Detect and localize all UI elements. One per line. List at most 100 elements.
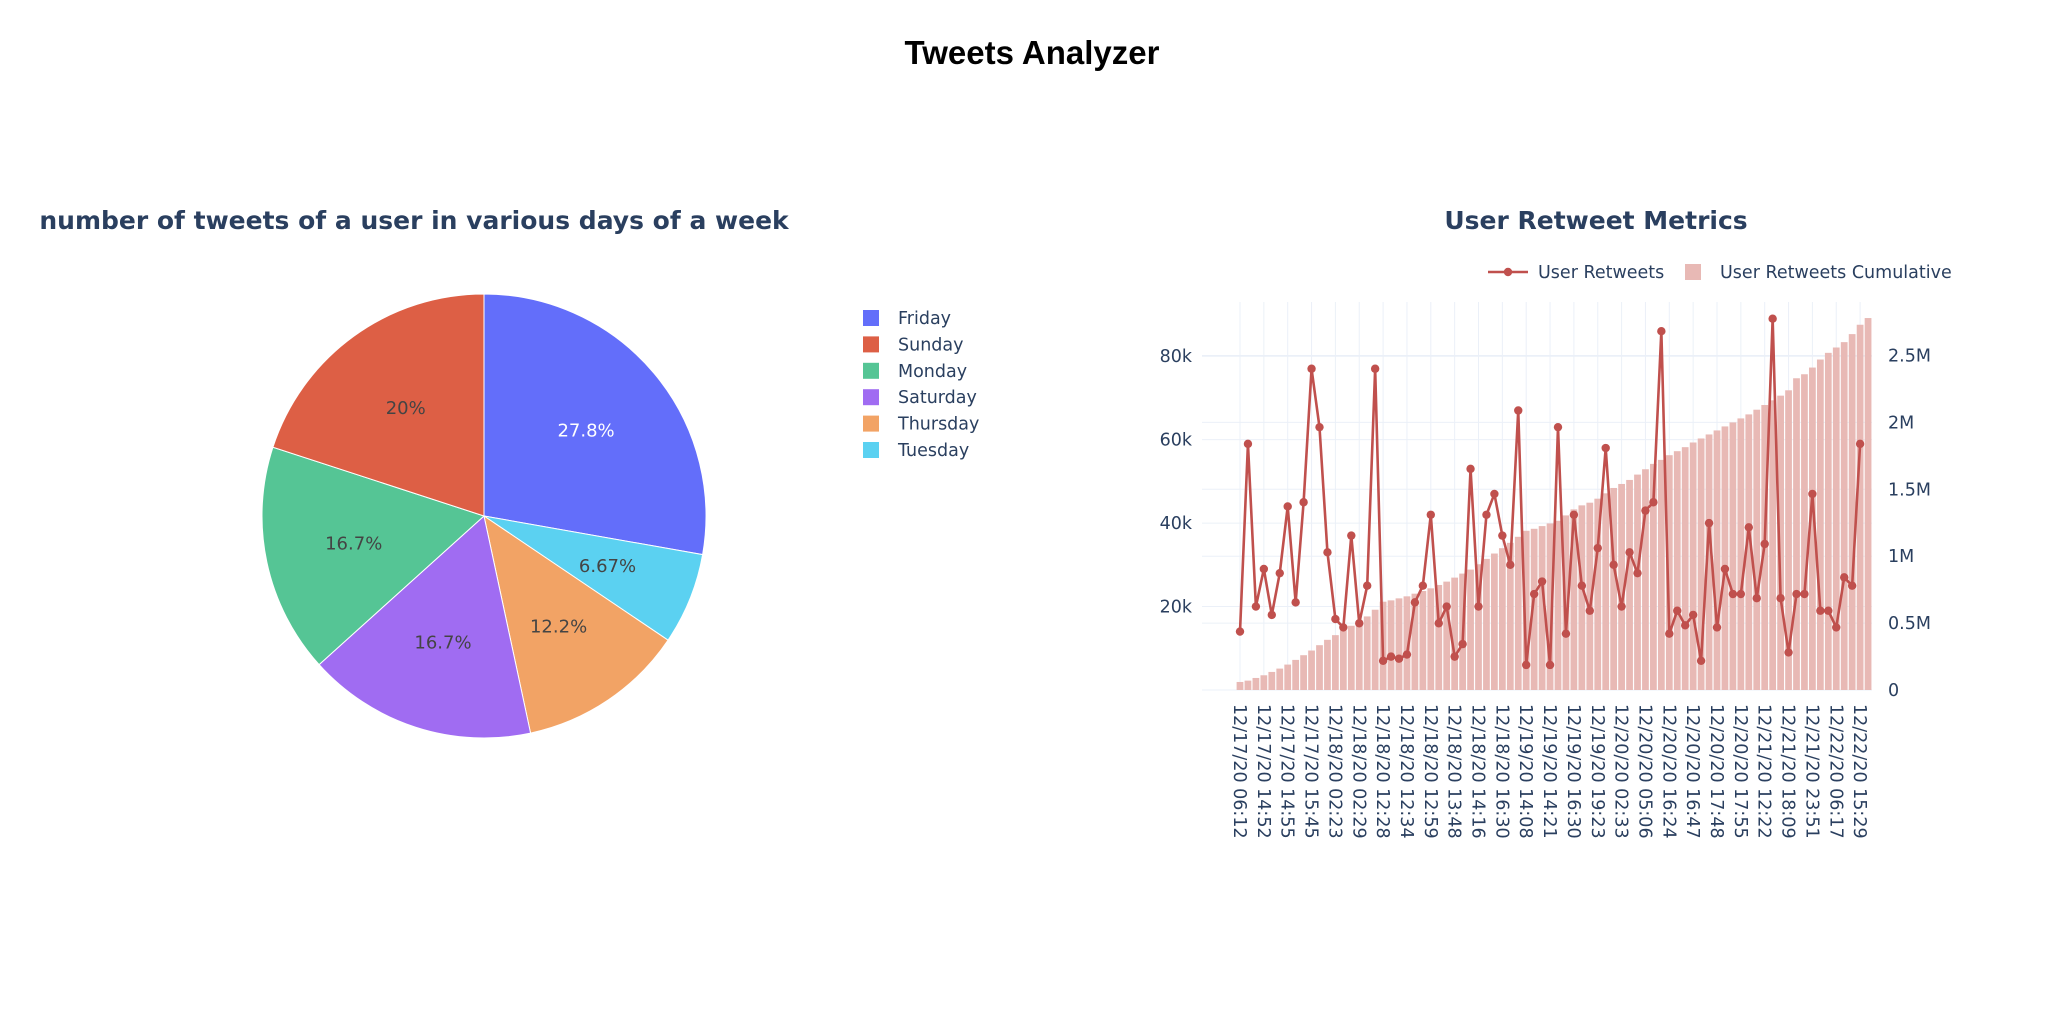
cumulative-bar[interactable] bbox=[1300, 655, 1307, 690]
retweet-point[interactable] bbox=[1243, 439, 1253, 449]
retweet-point[interactable] bbox=[1593, 543, 1602, 553]
cumulative-bar[interactable] bbox=[1610, 487, 1618, 690]
cumulative-bar[interactable] bbox=[1316, 645, 1323, 690]
cumulative-bar[interactable] bbox=[1832, 347, 1840, 690]
retweet-point[interactable] bbox=[1307, 364, 1316, 373]
cumulative-bar[interactable] bbox=[1840, 342, 1848, 690]
retweet-point[interactable] bbox=[1585, 606, 1595, 615]
retweet-point[interactable] bbox=[1847, 581, 1857, 590]
pie-slice-sunday[interactable] bbox=[272, 293, 485, 517]
retweet-point[interactable] bbox=[1339, 623, 1348, 632]
retweet-point[interactable] bbox=[1537, 577, 1547, 586]
pie-slice-monday[interactable] bbox=[261, 446, 485, 666]
retweet-point[interactable] bbox=[1514, 406, 1523, 415]
cumulative-bar[interactable] bbox=[1324, 639, 1331, 690]
retweet-point[interactable] bbox=[1275, 568, 1284, 578]
cumulative-bar[interactable] bbox=[1276, 668, 1284, 690]
cumulative-bar[interactable] bbox=[1395, 598, 1403, 690]
retweet-point[interactable] bbox=[1649, 498, 1658, 507]
legend-item-user-retweets-cumulative[interactable]: User Retweets Cumulative bbox=[1685, 263, 1952, 283]
cumulative-bar[interactable] bbox=[1236, 681, 1244, 690]
retweet-point[interactable] bbox=[1800, 589, 1809, 599]
retweet-point[interactable] bbox=[1291, 598, 1300, 607]
cumulative-bar[interactable] bbox=[1681, 447, 1689, 690]
retweet-point[interactable] bbox=[1768, 314, 1777, 323]
cumulative-bar[interactable] bbox=[1801, 374, 1808, 690]
cumulative-bar[interactable] bbox=[1578, 505, 1586, 690]
cumulative-bar[interactable] bbox=[1339, 630, 1347, 690]
cumulative-bar[interactable] bbox=[1848, 334, 1856, 690]
cumulative-bar[interactable] bbox=[1435, 584, 1443, 690]
retweet-point[interactable] bbox=[1331, 614, 1340, 624]
cumulative-bar[interactable] bbox=[1618, 483, 1625, 690]
retweet-point[interactable] bbox=[1808, 489, 1817, 499]
legend-item-user-retweets[interactable]: User Retweets bbox=[1488, 263, 1664, 283]
cumulative-bar[interactable] bbox=[1363, 616, 1371, 690]
retweet-point[interactable] bbox=[1824, 606, 1833, 615]
retweet-point[interactable] bbox=[1259, 564, 1269, 574]
cumulative-bar[interactable] bbox=[1705, 434, 1713, 690]
retweet-point[interactable] bbox=[1251, 602, 1261, 611]
legend-item-thursday[interactable]: Thursday bbox=[863, 415, 979, 435]
retweet-point[interactable] bbox=[1681, 621, 1690, 630]
retweet-point[interactable] bbox=[1283, 502, 1292, 511]
cumulative-bar[interactable] bbox=[1721, 426, 1729, 690]
retweet-point[interactable] bbox=[1458, 639, 1467, 649]
retweet-point[interactable] bbox=[1545, 660, 1555, 670]
retweet-point[interactable] bbox=[1617, 602, 1626, 611]
cumulative-bar[interactable] bbox=[1777, 395, 1784, 690]
cumulative-bar[interactable] bbox=[1538, 526, 1546, 690]
retweet-point[interactable] bbox=[1832, 623, 1841, 632]
retweet-point[interactable] bbox=[1426, 510, 1436, 519]
cumulative-bar[interactable] bbox=[1308, 650, 1315, 690]
cumulative-bar[interactable] bbox=[1634, 474, 1641, 690]
cumulative-bar[interactable] bbox=[1745, 414, 1753, 690]
cumulative-bar[interactable] bbox=[1419, 590, 1427, 690]
cumulative-bar[interactable] bbox=[1451, 577, 1459, 690]
retweet-point[interactable] bbox=[1641, 506, 1650, 515]
cumulative-bar[interactable] bbox=[1856, 324, 1864, 690]
retweet-point[interactable] bbox=[1633, 568, 1642, 578]
retweet-point[interactable] bbox=[1792, 589, 1801, 599]
retweet-point[interactable] bbox=[1776, 594, 1785, 603]
cumulative-bar[interactable] bbox=[1713, 430, 1721, 690]
cumulative-bar[interactable] bbox=[1498, 548, 1506, 690]
cumulative-bar[interactable] bbox=[1554, 520, 1562, 690]
cumulative-bar[interactable] bbox=[1514, 536, 1522, 690]
pie-slice-saturday[interactable] bbox=[318, 515, 532, 739]
retweet-point[interactable] bbox=[1577, 581, 1587, 590]
cumulative-bar[interactable] bbox=[1260, 675, 1268, 690]
cumulative-bar[interactable] bbox=[1665, 455, 1673, 690]
retweet-point[interactable] bbox=[1355, 619, 1364, 628]
cumulative-bar[interactable] bbox=[1626, 479, 1633, 690]
cumulative-bar[interactable] bbox=[1268, 671, 1276, 690]
legend-item-monday[interactable]: Monday bbox=[863, 362, 967, 382]
retweet-point[interactable] bbox=[1752, 594, 1761, 603]
cumulative-bar[interactable] bbox=[1689, 442, 1697, 690]
retweet-point[interactable] bbox=[1498, 531, 1507, 540]
cumulative-bar[interactable] bbox=[1387, 600, 1395, 690]
retweet-point[interactable] bbox=[1840, 573, 1849, 582]
pie-slice-thursday[interactable] bbox=[483, 514, 669, 734]
cumulative-bar[interactable] bbox=[1737, 418, 1745, 690]
retweet-point[interactable] bbox=[1315, 422, 1324, 432]
legend-item-tuesday[interactable]: Tuesday bbox=[863, 441, 969, 461]
cumulative-bar[interactable] bbox=[1586, 502, 1594, 690]
cumulative-bar[interactable] bbox=[1753, 409, 1761, 690]
legend-item-saturday[interactable]: Saturday bbox=[863, 388, 977, 408]
cumulative-bar[interactable] bbox=[1697, 438, 1705, 690]
pie-slice-friday[interactable] bbox=[483, 293, 707, 556]
cumulative-bar[interactable] bbox=[1252, 677, 1260, 690]
cumulative-bar[interactable] bbox=[1347, 625, 1355, 690]
retweet-point[interactable] bbox=[1378, 656, 1388, 665]
retweet-point[interactable] bbox=[1665, 629, 1674, 638]
cumulative-bar[interactable] bbox=[1467, 569, 1474, 690]
cumulative-bar[interactable] bbox=[1491, 553, 1498, 690]
cumulative-bar[interactable] bbox=[1371, 609, 1379, 690]
retweet-point[interactable] bbox=[1402, 650, 1412, 659]
retweet-point[interactable] bbox=[1704, 518, 1714, 528]
retweet-point[interactable] bbox=[1696, 656, 1706, 665]
cumulative-bar[interactable] bbox=[1570, 509, 1578, 690]
retweet-point[interactable] bbox=[1609, 560, 1618, 570]
retweet-point[interactable] bbox=[1673, 606, 1682, 615]
